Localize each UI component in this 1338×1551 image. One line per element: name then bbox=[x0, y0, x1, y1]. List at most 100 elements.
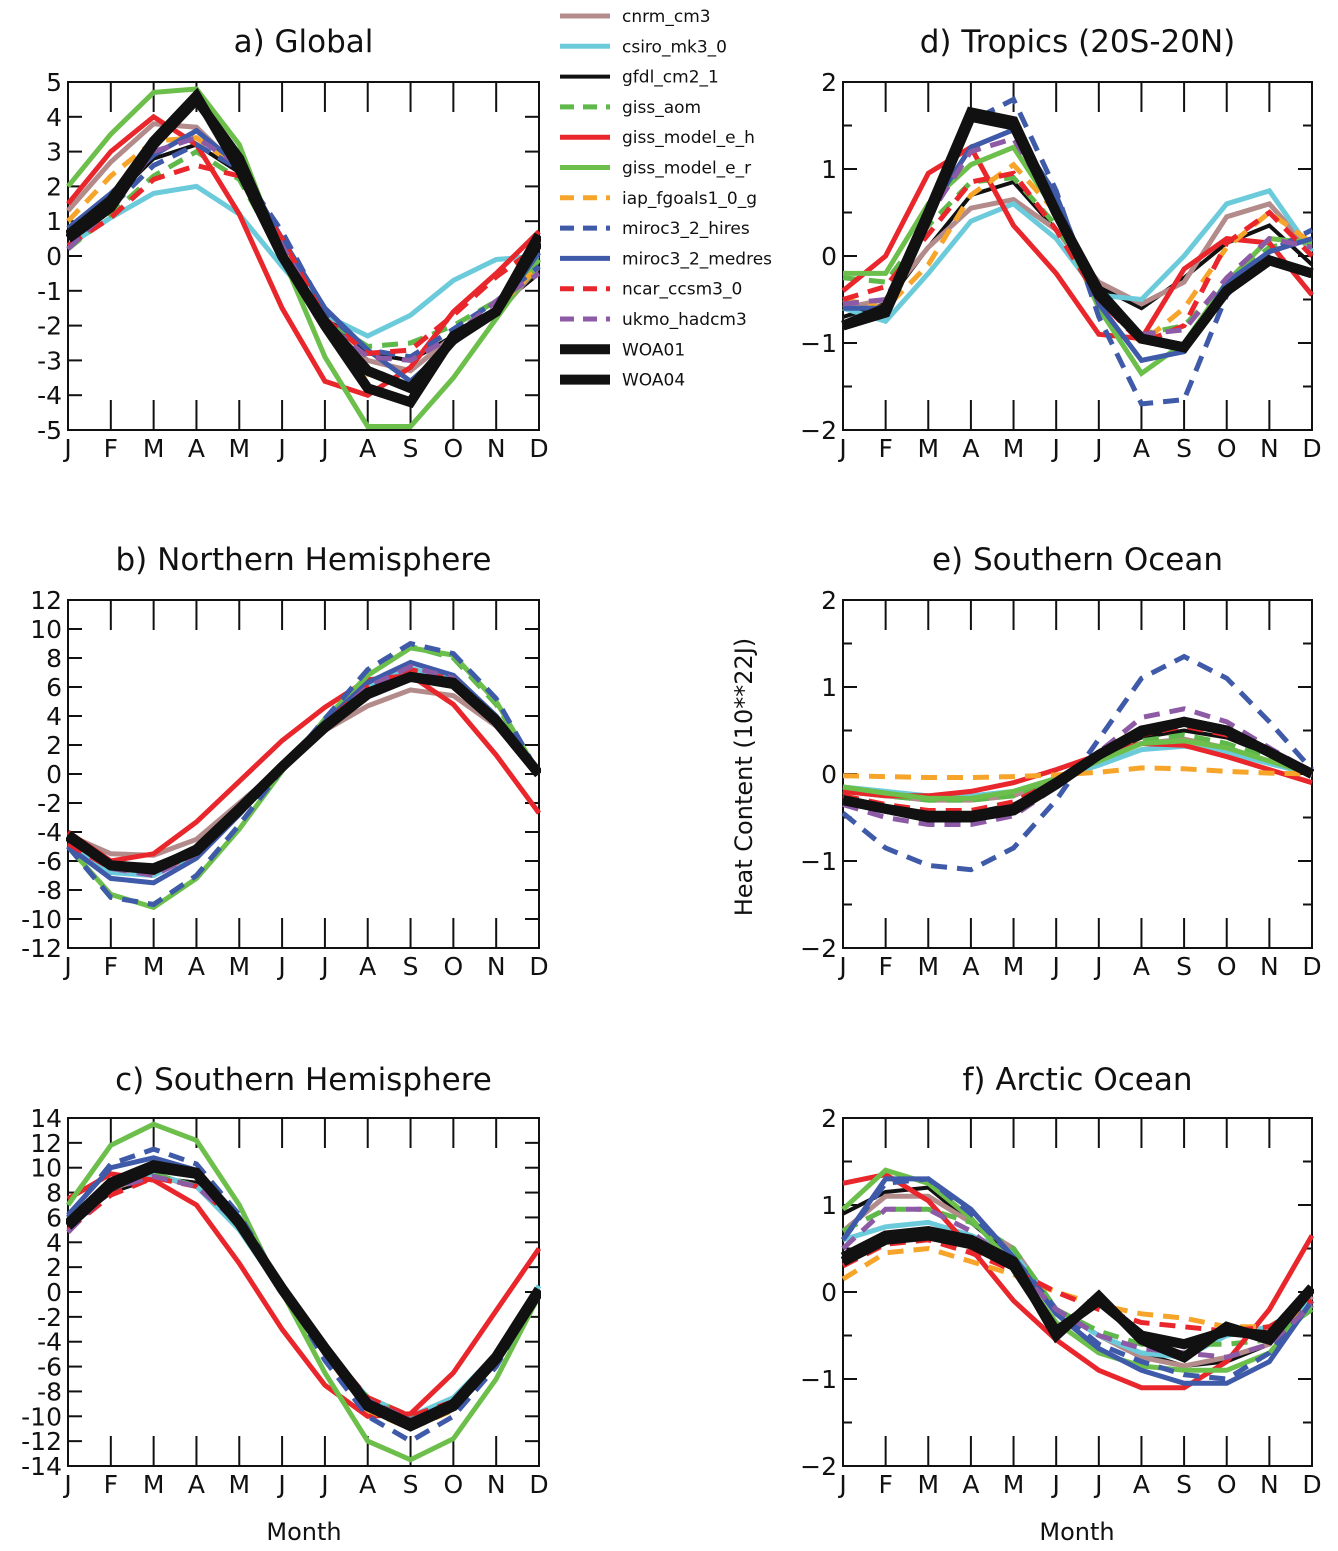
y-tick-label: 2 bbox=[46, 172, 62, 201]
x-tick-label: J bbox=[276, 1470, 285, 1499]
x-tick-label: S bbox=[1176, 952, 1192, 981]
panel-a-title: a) Global bbox=[234, 24, 374, 60]
series-line-cnrm-cm3 bbox=[66, 687, 541, 858]
y-tick-label: 0 bbox=[46, 1278, 62, 1307]
x-tick-label: A bbox=[188, 1470, 205, 1499]
series-line-ncar-ccsm3-0 bbox=[842, 170, 1314, 346]
y-tick-label: -2 bbox=[37, 1303, 62, 1332]
x-tick-label: J bbox=[276, 434, 285, 463]
y-tick-label: 5 bbox=[46, 68, 62, 97]
y-tick-label: 3 bbox=[46, 138, 62, 167]
series-line-giss-model-e-h bbox=[66, 113, 541, 398]
x-tick-label: A bbox=[359, 1470, 376, 1499]
series-line-giss-model-e-r bbox=[66, 1121, 541, 1463]
legend-item: ukmo_hadcm3 bbox=[560, 310, 747, 330]
y-tick-label: -10 bbox=[21, 1402, 62, 1431]
y-tick-label: −2 bbox=[800, 934, 837, 963]
y-tick-label: -6 bbox=[37, 847, 62, 876]
x-tick-label: O bbox=[444, 952, 464, 981]
x-tick-label: D bbox=[529, 1470, 548, 1499]
series-line-WOA04 bbox=[66, 87, 541, 409]
legend-item: ncar_ccsm3_0 bbox=[560, 280, 742, 300]
x-tick-label: M bbox=[1003, 1470, 1025, 1499]
panel-a-lines bbox=[66, 86, 541, 429]
y-tick-label: 6 bbox=[46, 1203, 62, 1232]
y-tick-label: 4 bbox=[46, 702, 62, 731]
legend-label: ncar_ccsm3_0 bbox=[622, 280, 742, 300]
series-line-WOA04 bbox=[66, 1160, 541, 1432]
x-tick-label: F bbox=[104, 434, 118, 463]
panel-c-title: c) Southern Hemisphere bbox=[115, 1062, 492, 1098]
y-tick-label: 2 bbox=[821, 1104, 837, 1133]
series-line-WOA04 bbox=[841, 106, 1314, 353]
legend-item: cnrm_cm3 bbox=[560, 7, 711, 27]
legend-label: iap_fgoals1_0_g bbox=[622, 189, 757, 209]
legend-label: csiro_mk3_0 bbox=[622, 37, 727, 57]
y-tick-label: 0 bbox=[821, 1278, 837, 1307]
x-axis-label-f: Month bbox=[1039, 1518, 1114, 1546]
legend-item: giss_model_e_h bbox=[560, 128, 755, 148]
y-tick-label: -5 bbox=[37, 416, 62, 445]
series-line-giss-model-e-r bbox=[66, 86, 541, 429]
panel-d-lines bbox=[841, 95, 1314, 407]
x-tick-label: D bbox=[529, 952, 548, 981]
legend-item: giss_model_e_r bbox=[560, 159, 751, 179]
x-tick-label: M bbox=[917, 952, 939, 981]
y-tick-label: 8 bbox=[46, 1179, 62, 1208]
x-tick-label: O bbox=[1217, 1470, 1237, 1499]
x-tick-label: N bbox=[487, 434, 506, 463]
x-tick-label: N bbox=[487, 952, 506, 981]
x-tick-label: J bbox=[1050, 434, 1059, 463]
y-tick-label: 8 bbox=[46, 644, 62, 673]
legend-label: giss_aom bbox=[622, 98, 701, 118]
y-tick-label: -2 bbox=[37, 789, 62, 818]
y-tick-label: -4 bbox=[37, 818, 62, 847]
legend-label: WOA01 bbox=[622, 340, 685, 360]
series-line-miroc3-2-hires bbox=[66, 640, 541, 908]
y-tick-label: -14 bbox=[21, 1452, 62, 1481]
legend-item: miroc3_2_medres bbox=[560, 249, 772, 269]
x-tick-label: M bbox=[917, 1470, 939, 1499]
x-tick-label: N bbox=[487, 1470, 506, 1499]
x-tick-label: J bbox=[1050, 1470, 1059, 1499]
y-tick-label: 14 bbox=[30, 1104, 62, 1133]
series-line-iap-fgoals1-0-g bbox=[841, 1245, 1313, 1330]
y-tick-label: 0 bbox=[821, 242, 837, 271]
series-line-WOA04 bbox=[841, 716, 1314, 821]
y-tick-label: 0 bbox=[46, 242, 62, 271]
x-tick-label: A bbox=[1133, 434, 1150, 463]
x-tick-label: J bbox=[62, 1470, 71, 1499]
y-tick-label: -8 bbox=[37, 1377, 62, 1406]
y-tick-label: -12 bbox=[21, 934, 62, 963]
x-tick-label: J bbox=[837, 952, 846, 981]
x-tick-label: A bbox=[359, 952, 376, 981]
x-tick-label: S bbox=[403, 434, 419, 463]
x-tick-label: S bbox=[1176, 434, 1192, 463]
legend-label: giss_model_e_r bbox=[622, 159, 751, 179]
series-line-miroc3-2-hires bbox=[66, 1146, 541, 1444]
y-tick-label: 1 bbox=[821, 1191, 837, 1220]
legend-label: ukmo_hadcm3 bbox=[622, 310, 747, 330]
x-tick-label: J bbox=[1093, 952, 1102, 981]
x-tick-label: N bbox=[1260, 952, 1279, 981]
legend-item: WOA04 bbox=[560, 371, 685, 391]
x-tick-label: D bbox=[1302, 434, 1321, 463]
x-tick-label: D bbox=[529, 434, 548, 463]
panel-b-title: b) Northern Hemisphere bbox=[116, 542, 492, 578]
y-tick-label: 1 bbox=[821, 673, 837, 702]
y-tick-label: 2 bbox=[821, 68, 837, 97]
series-line-giss-model-e-h bbox=[66, 672, 541, 864]
x-tick-label: S bbox=[1176, 1470, 1192, 1499]
y-tick-label: 10 bbox=[30, 615, 62, 644]
legend-label: cnrm_cm3 bbox=[622, 7, 711, 27]
series-line-miroc3-2-medres bbox=[841, 1176, 1314, 1386]
x-axis-label-c: Month bbox=[266, 1518, 341, 1546]
x-tick-label: O bbox=[1217, 952, 1237, 981]
x-tick-label: J bbox=[837, 434, 846, 463]
x-tick-label: J bbox=[62, 434, 71, 463]
x-tick-label: M bbox=[1003, 434, 1025, 463]
series-line-WOA04 bbox=[841, 1226, 1314, 1363]
